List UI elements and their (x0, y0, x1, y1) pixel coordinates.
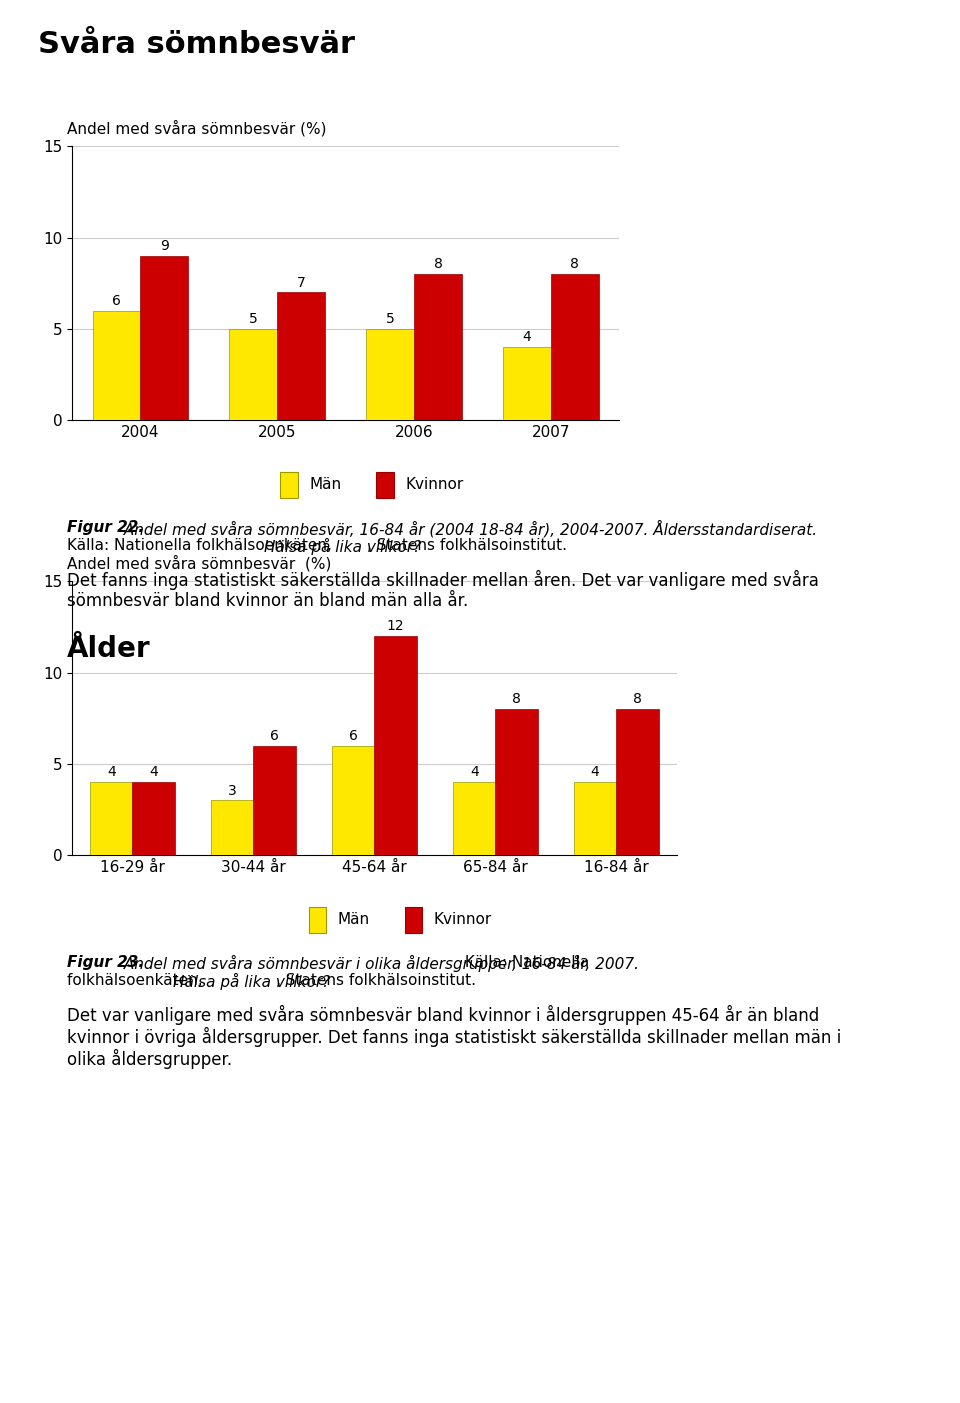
Text: 4: 4 (469, 765, 479, 779)
Bar (332, 745, 374, 854)
Text: Hälsa på lika villkor?: Hälsa på lika villkor? (173, 974, 330, 991)
Bar (374, 636, 417, 854)
Bar (616, 709, 659, 854)
Bar (366, 328, 414, 419)
Bar (503, 347, 551, 419)
Text: 6: 6 (112, 293, 121, 307)
Bar (90, 781, 132, 854)
Text: sömnbesvär bland kvinnor än bland män alla år.: sömnbesvär bland kvinnor än bland män al… (67, 592, 468, 610)
Text: Källa: Nationella folkhälsoenkäten,: Källa: Nationella folkhälsoenkäten, (67, 537, 337, 553)
Text: 4: 4 (149, 765, 158, 779)
Bar (495, 709, 538, 854)
Text: Figur 22.: Figur 22. (67, 521, 144, 535)
Text: Hälsa på lika villkor?: Hälsa på lika villkor? (264, 537, 421, 556)
Text: Andel med svåra sömnbesvär (%): Andel med svåra sömnbesvär (%) (67, 119, 326, 136)
Text: Andel med svåra sömnbesvär  (%): Andel med svåra sömnbesvär (%) (67, 556, 331, 571)
Text: kvinnor i övriga åldersgrupper. Det fanns inga statistiskt säkerställda skillnad: kvinnor i övriga åldersgrupper. Det fann… (67, 1027, 842, 1047)
Bar (92, 310, 140, 419)
Text: 12: 12 (387, 619, 404, 633)
Bar (551, 274, 599, 419)
Text: Svåra sömnbesvär: Svåra sömnbesvär (38, 29, 355, 59)
Text: folkhälsoenkäten,: folkhälsoenkäten, (67, 974, 207, 988)
Text: 7: 7 (297, 275, 305, 289)
Bar (132, 781, 175, 854)
Text: Kvinnor: Kvinnor (405, 477, 464, 492)
Text: Ålder: Ålder (67, 636, 151, 664)
Text: 8: 8 (633, 692, 642, 706)
Text: 4: 4 (522, 330, 531, 344)
Text: Andel med svåra sömnbesvär i olika åldersgrupper, 16-84 år, 2007.: Andel med svåra sömnbesvär i olika ålder… (119, 955, 639, 972)
Text: 3: 3 (228, 783, 237, 797)
Text: 6: 6 (270, 728, 279, 742)
Text: Figur 23.: Figur 23. (67, 955, 144, 969)
Bar (253, 745, 296, 854)
Text: 8: 8 (570, 257, 579, 271)
Text: 5: 5 (249, 311, 257, 325)
Text: , Statens folkhälsoinstitut.: , Statens folkhälsoinstitut. (276, 974, 475, 988)
Text: 6: 6 (348, 728, 358, 742)
Text: , Statens folkhälsoinstitut.: , Statens folkhälsoinstitut. (367, 537, 566, 553)
Text: 4: 4 (590, 765, 600, 779)
Text: 9: 9 (160, 239, 169, 253)
Text: Män: Män (338, 912, 370, 927)
Text: 8: 8 (512, 692, 521, 706)
Text: Män: Män (309, 477, 341, 492)
Bar (574, 781, 616, 854)
Bar (140, 255, 188, 419)
Bar (211, 800, 253, 854)
Bar (453, 781, 495, 854)
Text: 8: 8 (434, 257, 443, 271)
Text: olika åldersgrupper.: olika åldersgrupper. (67, 1049, 232, 1069)
Text: Andel med svåra sömnbesvär, 16-84 år (2004 18-84 år), 2004-2007. Åldersstandardi: Andel med svåra sömnbesvär, 16-84 år (20… (119, 521, 817, 537)
Bar (229, 328, 277, 419)
Text: Det fanns inga statistiskt säkerställda skillnader mellan åren. Det var vanligar: Det fanns inga statistiskt säkerställda … (67, 570, 819, 591)
Text: Det var vanligare med svåra sömnbesvär bland kvinnor i åldersgruppen 45-64 år än: Det var vanligare med svåra sömnbesvär b… (67, 1005, 820, 1026)
Text: 5: 5 (386, 311, 395, 325)
Text: 4: 4 (107, 765, 116, 779)
Bar (277, 292, 325, 419)
Text: Källa: Nationella: Källa: Nationella (460, 955, 589, 969)
Text: Kvinnor: Kvinnor (434, 912, 492, 927)
Bar (414, 274, 462, 419)
